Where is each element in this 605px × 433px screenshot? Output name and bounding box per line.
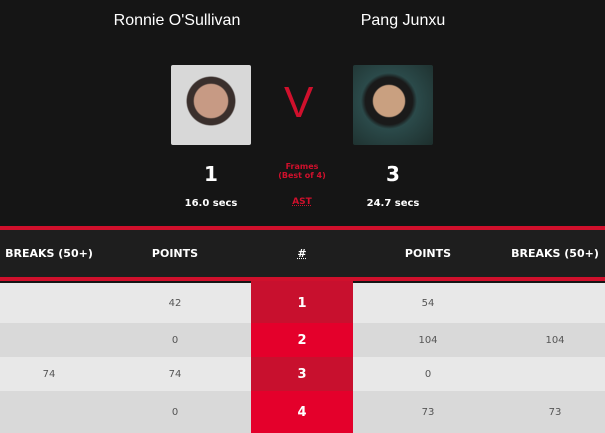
cell-p1-points: 74 (168, 368, 182, 380)
frames-label: Frames (285, 162, 319, 171)
frame-number: 3 (251, 357, 353, 391)
cell-p2-points: 73 (421, 406, 435, 418)
cell-p1-points: 0 (171, 406, 179, 418)
divider (0, 226, 605, 230)
frame-number: 4 (251, 391, 353, 433)
cell-p1-breaks (0, 323, 98, 357)
cell-p2-points: 0 (424, 368, 432, 380)
ast-label[interactable]: AST (292, 197, 312, 207)
table-row: 42 54 1 (0, 283, 605, 323)
best-of-label: (Best of 4) (278, 171, 326, 180)
versus-label: V (284, 78, 314, 127)
cell-p2-breaks (505, 357, 605, 391)
cell-p2-breaks (505, 283, 605, 323)
table-row: 0 104 104 2 (0, 323, 605, 357)
frame-number: 2 (251, 323, 353, 357)
cell-p1-points: 42 (168, 297, 182, 309)
table-row: 0 73 73 4 (0, 391, 605, 433)
cell-p2-breaks: 104 (545, 334, 565, 346)
player1-name: Ronnie O'Sullivan (113, 12, 241, 29)
player2-photo (353, 65, 433, 145)
player1-ast: 16.0 secs (184, 198, 238, 209)
cell-p1-points: 0 (171, 334, 179, 346)
table-header: BREAKS (50+) POINTS # POINTS BREAKS (50+… (0, 230, 605, 277)
table-row: 74 74 0 3 (0, 357, 605, 391)
cell-p2-breaks: 73 (548, 406, 562, 418)
cell-p2-points: 104 (418, 334, 438, 346)
player2-name: Pang Junxu (360, 12, 446, 29)
header-p1-points: POINTS (151, 247, 199, 260)
header-frame-number[interactable]: # (297, 247, 307, 260)
header-p2-points: POINTS (404, 247, 452, 260)
player2-ast: 24.7 secs (366, 198, 420, 209)
player1-photo (171, 65, 251, 145)
cell-p1-breaks (0, 391, 98, 433)
player2-frames-score: 3 (386, 162, 400, 186)
header-p1-breaks: BREAKS (50+) (5, 247, 93, 260)
header-p2-breaks: BREAKS (50+) (511, 247, 599, 260)
cell-p1-breaks: 74 (42, 368, 56, 380)
player1-frames-score: 1 (204, 162, 218, 186)
cell-p1-breaks (0, 283, 98, 323)
divider (0, 277, 605, 281)
frame-number: 1 (251, 283, 353, 323)
cell-p2-points: 54 (421, 297, 435, 309)
